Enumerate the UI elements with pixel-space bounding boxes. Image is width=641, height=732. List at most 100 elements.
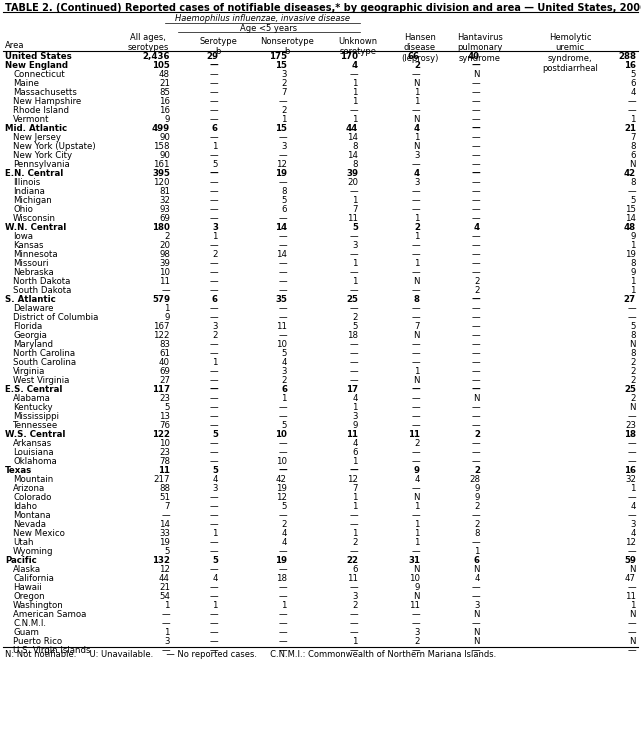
Text: 81: 81: [159, 187, 170, 196]
Text: 21: 21: [624, 124, 636, 133]
Text: —: —: [471, 349, 480, 358]
Text: 44: 44: [159, 574, 170, 583]
Text: 11: 11: [409, 601, 420, 610]
Text: —: —: [471, 313, 480, 322]
Text: 1: 1: [353, 196, 358, 205]
Text: 83: 83: [159, 340, 170, 349]
Text: —: —: [349, 349, 358, 358]
Text: —: —: [349, 187, 358, 196]
Text: E.N. Central: E.N. Central: [5, 169, 63, 178]
Text: Puerto Rico: Puerto Rico: [13, 637, 62, 646]
Text: Nebraska: Nebraska: [13, 268, 54, 277]
Text: —: —: [412, 286, 420, 295]
Text: 69: 69: [159, 367, 170, 376]
Text: 85: 85: [159, 88, 170, 97]
Text: —: —: [278, 331, 287, 340]
Text: —: —: [349, 547, 358, 556]
Text: 2: 2: [631, 367, 636, 376]
Text: Idaho: Idaho: [13, 502, 37, 511]
Text: 39: 39: [346, 169, 358, 178]
Text: 14: 14: [276, 250, 287, 259]
Text: Oregon: Oregon: [13, 592, 45, 601]
Text: 18: 18: [347, 331, 358, 340]
Text: 1: 1: [213, 601, 218, 610]
Text: 9: 9: [415, 583, 420, 592]
Text: 9: 9: [474, 493, 480, 502]
Text: 6: 6: [281, 385, 287, 394]
Text: 1: 1: [415, 520, 420, 529]
Text: New York City: New York City: [13, 151, 72, 160]
Text: 61: 61: [159, 349, 170, 358]
Text: Nevada: Nevada: [13, 520, 46, 529]
Text: —: —: [628, 619, 636, 628]
Text: —: —: [471, 205, 480, 214]
Text: 1: 1: [353, 88, 358, 97]
Text: 8: 8: [631, 142, 636, 151]
Text: —: —: [471, 511, 480, 520]
Text: —: —: [412, 241, 420, 250]
Text: —: —: [349, 628, 358, 637]
Text: —: —: [412, 187, 420, 196]
Text: 1: 1: [415, 529, 420, 538]
Text: —: —: [278, 403, 287, 412]
Text: —: —: [628, 304, 636, 313]
Text: 1: 1: [213, 142, 218, 151]
Text: 1: 1: [415, 538, 420, 547]
Text: 122: 122: [152, 430, 170, 439]
Text: —: —: [471, 304, 480, 313]
Text: E.S. Central: E.S. Central: [5, 385, 62, 394]
Text: 1: 1: [281, 115, 287, 124]
Text: N: N: [413, 493, 420, 502]
Text: 12: 12: [276, 160, 287, 169]
Text: South Dakota: South Dakota: [13, 286, 71, 295]
Text: N: N: [413, 592, 420, 601]
Text: —: —: [471, 268, 480, 277]
Text: 5: 5: [281, 349, 287, 358]
Text: 31: 31: [408, 556, 420, 565]
Text: 4: 4: [631, 529, 636, 538]
Text: 27: 27: [624, 295, 636, 304]
Text: —: —: [278, 637, 287, 646]
Text: —: —: [210, 214, 218, 223]
Text: 21: 21: [159, 79, 170, 88]
Text: 1: 1: [415, 259, 420, 268]
Text: 3: 3: [415, 628, 420, 637]
Text: —: —: [471, 322, 480, 331]
Text: —: —: [162, 646, 170, 655]
Text: —: —: [210, 205, 218, 214]
Text: Kentucky: Kentucky: [13, 403, 53, 412]
Text: —: —: [278, 241, 287, 250]
Text: —: —: [471, 196, 480, 205]
Text: N: N: [474, 637, 480, 646]
Text: 27: 27: [159, 376, 170, 385]
Text: 4: 4: [631, 88, 636, 97]
Text: 3: 3: [213, 322, 218, 331]
Text: —: —: [471, 133, 480, 142]
Text: 1: 1: [415, 502, 420, 511]
Text: Virginia: Virginia: [13, 367, 46, 376]
Text: 9: 9: [165, 313, 170, 322]
Text: 5: 5: [281, 421, 287, 430]
Text: —: —: [349, 250, 358, 259]
Text: —: —: [471, 115, 480, 124]
Text: —: —: [210, 277, 218, 286]
Text: 19: 19: [275, 169, 287, 178]
Text: 1: 1: [353, 79, 358, 88]
Text: 8: 8: [631, 349, 636, 358]
Text: 1: 1: [213, 358, 218, 367]
Text: —: —: [412, 106, 420, 115]
Text: 14: 14: [625, 214, 636, 223]
Text: 6: 6: [212, 295, 218, 304]
Text: —: —: [278, 232, 287, 241]
Text: —: —: [471, 187, 480, 196]
Text: 7: 7: [353, 205, 358, 214]
Text: 6: 6: [353, 565, 358, 574]
Text: —: —: [162, 610, 170, 619]
Text: 7: 7: [353, 484, 358, 493]
Text: Tennessee: Tennessee: [13, 421, 58, 430]
Text: N: N: [413, 331, 420, 340]
Text: 33: 33: [159, 529, 170, 538]
Text: 3: 3: [415, 151, 420, 160]
Text: Massachusetts: Massachusetts: [13, 88, 77, 97]
Text: 1: 1: [415, 232, 420, 241]
